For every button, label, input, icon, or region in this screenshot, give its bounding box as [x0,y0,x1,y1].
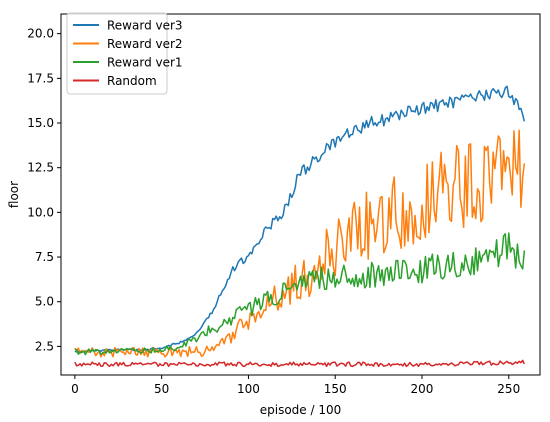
legend-label: Random [107,74,157,88]
y-tick-label: 17.5 [27,71,54,85]
legend-box [66,12,168,95]
legend: Reward ver3 Reward ver2 Reward ver1 Random [66,12,183,95]
legend-label: Reward ver2 [107,37,183,51]
series-line-reward-ver2 [74,129,526,358]
x-axis-label: episode / 100 [260,403,342,417]
x-tick-label: 100 [237,382,260,396]
y-tick-label: 20.0 [27,27,54,41]
series-line-random [74,359,526,368]
legend-label: Reward ver3 [107,19,183,33]
y-tick-label: 2.5 [35,339,54,353]
x-tick-label: 150 [324,382,347,396]
x-tick-label: 250 [497,382,520,396]
y-axis-label: floor [7,181,21,208]
x-tick-label: 200 [411,382,434,396]
x-axis: 0 50 100 150 200 250 [71,375,520,396]
y-tick-label: 7.5 [35,250,54,264]
plot-frame [60,13,541,376]
x-tick-label: 0 [71,382,79,396]
series-layer [74,85,526,368]
legend-label: Reward ver1 [107,56,183,70]
y-tick-label: 10.0 [27,205,54,219]
x-tick-label: 50 [154,382,169,396]
y-tick-label: 5.0 [35,295,54,309]
y-tick-label: 12.5 [27,161,54,175]
y-tick-label: 15.0 [27,116,54,130]
series-line-reward-ver1 [74,232,526,356]
y-axis: 2.5 5.0 7.5 10.0 12.5 15.0 17.5 20.0 [27,27,61,353]
